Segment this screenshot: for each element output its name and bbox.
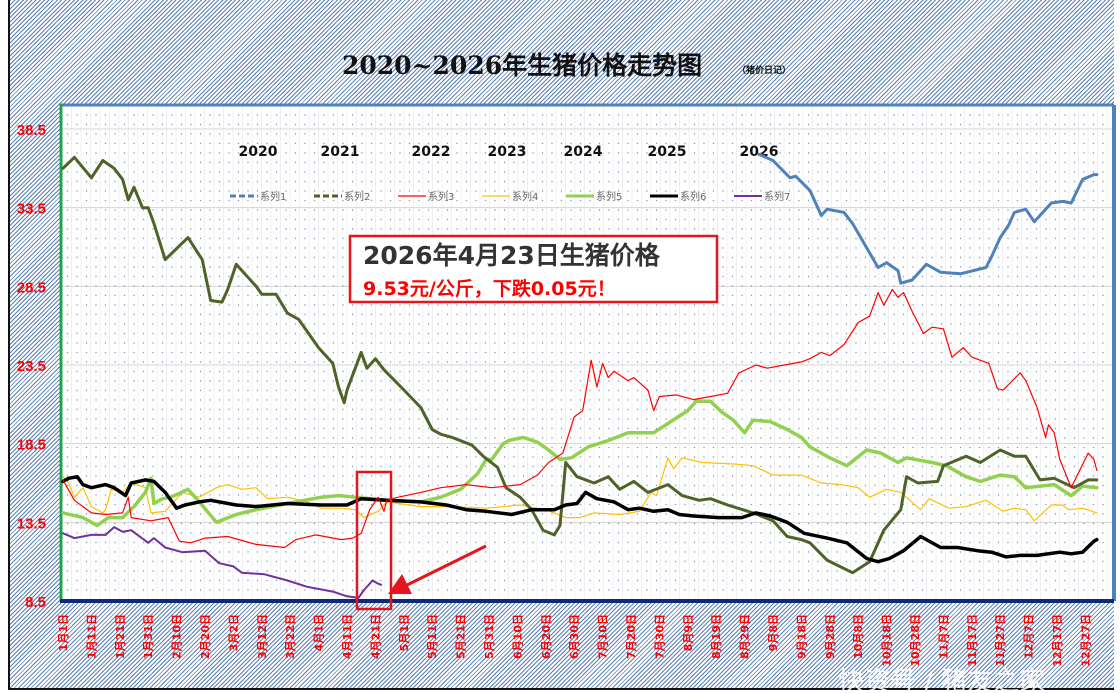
x-tick-label: 5月1日 bbox=[398, 614, 411, 651]
highlight-box bbox=[355, 470, 393, 611]
y-tick-label: 8.5 bbox=[25, 594, 46, 611]
x-tick-label: 8月29日 bbox=[739, 614, 752, 659]
x-tick-label: 7月10日 bbox=[597, 614, 610, 659]
year-label: 2025 bbox=[648, 144, 687, 160]
x-tick-label: 12月27日 bbox=[1079, 614, 1092, 667]
plot-dots bbox=[62, 105, 1113, 601]
year-labels: 2020 2021 2022 2023 2024 2025 2026 bbox=[239, 144, 779, 160]
legend-item: 系列5 bbox=[566, 190, 622, 203]
annotation-price: 9.53元/公斤，下跌0.05元！ bbox=[363, 277, 616, 300]
x-tick-label: 6月30日 bbox=[568, 614, 581, 659]
legend-label: 系列6 bbox=[680, 190, 706, 203]
year-label: 2021 bbox=[321, 144, 360, 160]
x-tick-label: 2月10日 bbox=[171, 614, 184, 659]
x-tick-label: 5月31日 bbox=[483, 614, 496, 659]
x-tick-label: 4月1日 bbox=[313, 614, 326, 651]
series-line-3 bbox=[62, 288, 1098, 549]
x-tick-label: 11月7日 bbox=[937, 614, 950, 659]
legend-label: 系列5 bbox=[596, 190, 622, 203]
x-tick-label: 4月11日 bbox=[341, 614, 354, 659]
x-tick-label: 1月1日 bbox=[57, 614, 70, 651]
x-tick-label: 10月8日 bbox=[852, 614, 865, 659]
legend-item: 系列6 bbox=[650, 190, 706, 203]
y-tick-label: 13.5 bbox=[17, 515, 46, 532]
legend: 系列1 系列2 系列3 系列4 系列5 系列6 系列7 bbox=[230, 190, 790, 203]
x-tick-label: 1月31日 bbox=[142, 614, 155, 659]
year-label: 2024 bbox=[564, 144, 603, 160]
x-tick-label: 9月28日 bbox=[824, 614, 837, 659]
x-tick-label: 1月21日 bbox=[114, 614, 127, 659]
y-tick-labels: 8.5 13.5 18.5 23.5 28.5 33.5 38.5 bbox=[17, 122, 46, 611]
x-tick-label: 9月8日 bbox=[767, 614, 780, 651]
x-tick-label: 12月17日 bbox=[1051, 614, 1064, 667]
x-tick-label: 6月10日 bbox=[511, 614, 524, 659]
y-tick-label: 38.5 bbox=[17, 122, 46, 139]
x-tick-labels: 1月1日 1月11日 1月21日 1月31日 2月10日 2月20日 3月2日 3月12日 3月… bbox=[57, 614, 1092, 667]
year-label: 2023 bbox=[488, 144, 527, 160]
legend-label: 系列4 bbox=[512, 190, 538, 203]
x-tick-label: 8月19日 bbox=[710, 614, 723, 659]
x-tick-label: 9月18日 bbox=[795, 614, 808, 659]
annotation-title: 2026年4月23日生猪价格 bbox=[363, 241, 661, 270]
legend-item: 系列3 bbox=[398, 190, 454, 203]
x-tick-label: 8月9日 bbox=[682, 614, 695, 651]
x-tick-label: 4月21日 bbox=[369, 614, 382, 659]
y-tick-label: 33.5 bbox=[17, 201, 46, 218]
chart-title: 2020~2026年生猪价格走势图 bbox=[342, 51, 702, 80]
y-tick-label: 18.5 bbox=[17, 437, 46, 454]
year-label: 2022 bbox=[412, 144, 451, 160]
legend-item: 系列7 bbox=[734, 190, 790, 203]
arrow-icon bbox=[388, 544, 487, 594]
x-tick-label: 10月18日 bbox=[881, 614, 894, 667]
legend-item: 系列4 bbox=[482, 190, 538, 203]
legend-item: 系列1 bbox=[230, 190, 286, 203]
x-tick-label: 11月27日 bbox=[994, 614, 1007, 667]
x-tick-label: 10月28日 bbox=[909, 614, 922, 667]
legend-label: 系列2 bbox=[344, 190, 370, 203]
y-tick-label: 28.5 bbox=[17, 279, 46, 296]
series-line-2 bbox=[61, 155, 1099, 575]
annotation-box: 2026年4月23日生猪价格 9.53元/公斤，下跌0.05元！ bbox=[348, 234, 719, 304]
legend-label: 系列3 bbox=[428, 190, 454, 203]
x-tick-label: 3月2日 bbox=[227, 614, 240, 651]
x-tick-label: 3月12日 bbox=[256, 614, 269, 659]
x-tick-label: 6月20日 bbox=[540, 614, 553, 659]
series-line-4 bbox=[62, 457, 1098, 522]
x-tick-label: 3月22日 bbox=[284, 614, 297, 659]
series-lines bbox=[61, 152, 1099, 599]
x-tick-label: 7月30日 bbox=[653, 614, 666, 659]
x-tick-label: 5月21日 bbox=[455, 614, 468, 659]
legend-label: 系列7 bbox=[764, 190, 790, 203]
series-line-1 bbox=[757, 152, 1099, 285]
y-tick-label: 23.5 bbox=[17, 358, 46, 375]
x-tick-label: 11月17日 bbox=[966, 614, 979, 667]
year-label: 2026 bbox=[740, 144, 779, 160]
series-line-7 bbox=[62, 526, 383, 599]
x-tick-label: 1月11日 bbox=[85, 614, 98, 659]
x-tick-label: 12月7日 bbox=[1023, 614, 1036, 659]
x-tick-label: 5月11日 bbox=[426, 614, 439, 659]
series-line-5 bbox=[61, 399, 1099, 528]
x-tick-label: 7月20日 bbox=[625, 614, 638, 659]
legend-item: 系列2 bbox=[314, 190, 370, 203]
legend-label: 系列1 bbox=[260, 190, 286, 203]
year-label: 2020 bbox=[239, 144, 278, 160]
x-tick-label: 2月20日 bbox=[199, 614, 212, 659]
series-line-6 bbox=[61, 474, 1099, 564]
chart-subtitle: （猪价日记） bbox=[737, 64, 791, 76]
watermark: 快资号 / 猪友之家 bbox=[838, 667, 1045, 693]
